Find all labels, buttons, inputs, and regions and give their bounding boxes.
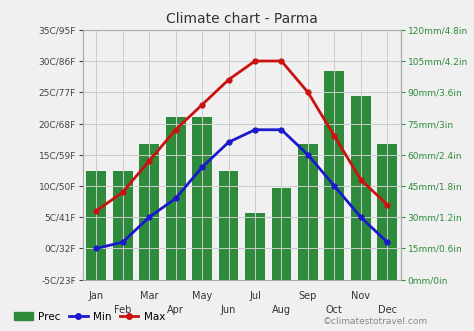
Bar (219, 171, 238, 280)
Bar (245, 213, 265, 280)
Text: Mar: Mar (140, 291, 158, 301)
Text: Feb: Feb (114, 305, 131, 315)
Bar (377, 144, 397, 280)
Legend: Prec, Min, Max: Prec, Min, Max (10, 307, 169, 326)
Bar (272, 188, 292, 280)
Bar (351, 96, 371, 280)
Bar (298, 144, 318, 280)
Bar (324, 71, 344, 280)
Text: Jul: Jul (249, 291, 261, 301)
Text: Jan: Jan (89, 291, 104, 301)
Text: Aug: Aug (272, 305, 291, 315)
Text: Apr: Apr (167, 305, 184, 315)
Bar (165, 117, 185, 280)
Bar (139, 144, 159, 280)
Text: Oct: Oct (326, 305, 343, 315)
Text: Jun: Jun (221, 305, 236, 315)
Text: Nov: Nov (351, 291, 370, 301)
Bar (192, 117, 212, 280)
Title: Climate chart - Parma: Climate chart - Parma (166, 12, 318, 26)
Text: May: May (192, 291, 212, 301)
Text: Sep: Sep (299, 291, 317, 301)
Bar (113, 171, 133, 280)
Text: ©climatestotravel.com: ©climatestotravel.com (322, 317, 428, 326)
Text: Dec: Dec (378, 305, 397, 315)
Bar (86, 171, 106, 280)
